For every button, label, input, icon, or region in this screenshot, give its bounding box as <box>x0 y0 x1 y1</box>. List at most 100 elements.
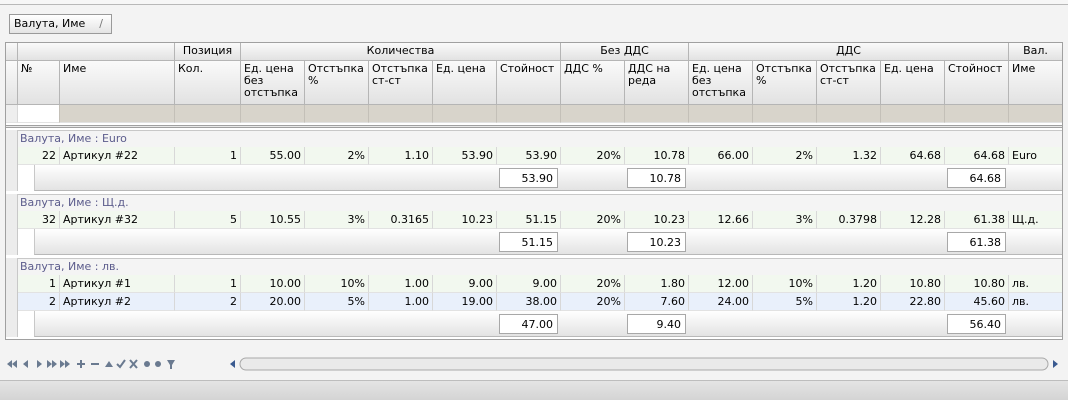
column-header[interactable]: Име <box>60 61 175 105</box>
cell[interactable]: 10% <box>753 275 817 293</box>
cell[interactable]: 2% <box>305 147 369 165</box>
cell[interactable]: 10.23 <box>625 211 689 229</box>
cell[interactable]: 32 <box>18 211 60 229</box>
cell[interactable]: 20% <box>561 211 625 229</box>
cell[interactable]: 12.66 <box>689 211 753 229</box>
cell[interactable]: 22 <box>18 147 60 165</box>
column-header[interactable]: Отстъпка ст-ст <box>817 61 881 105</box>
cell[interactable]: 19.00 <box>433 293 497 311</box>
cell[interactable]: 0.3798 <box>817 211 881 229</box>
cell[interactable]: Артикул #2 <box>60 293 175 311</box>
cell[interactable]: 64.68 <box>881 147 945 165</box>
filter-cell[interactable] <box>1009 105 1062 123</box>
column-header[interactable]: Стойност <box>945 61 1009 105</box>
column-header[interactable]: Стойност <box>497 61 561 105</box>
filter-cell[interactable] <box>241 105 305 123</box>
band-header[interactable]: ДДС <box>689 43 1009 61</box>
cell[interactable]: 10.80 <box>881 275 945 293</box>
filter-cell[interactable] <box>945 105 1009 123</box>
filter-cell[interactable] <box>175 105 241 123</box>
band-header[interactable]: Без ДДС <box>561 43 689 61</box>
column-header[interactable]: ДДС % <box>561 61 625 105</box>
filter-cell[interactable] <box>18 105 60 123</box>
cell[interactable]: 2 <box>175 293 241 311</box>
horizontal-scrollbar[interactable] <box>227 356 1063 372</box>
cell[interactable]: 38.00 <box>497 293 561 311</box>
cell[interactable]: 0.3165 <box>369 211 433 229</box>
filter-cell[interactable] <box>881 105 945 123</box>
cell[interactable]: 51.15 <box>497 211 561 229</box>
filter-cell[interactable] <box>689 105 753 123</box>
cell[interactable]: Euro <box>1009 147 1062 165</box>
cell[interactable]: 10.23 <box>433 211 497 229</box>
cell[interactable]: 10.00 <box>241 275 305 293</box>
cell[interactable]: 1 <box>18 275 60 293</box>
cell[interactable]: 1 <box>175 147 241 165</box>
column-header[interactable]: Ед. цена <box>433 61 497 105</box>
cell[interactable]: 45.60 <box>945 293 1009 311</box>
cell[interactable]: 9.00 <box>497 275 561 293</box>
cell[interactable]: 5% <box>305 293 369 311</box>
cell[interactable]: 12.00 <box>689 275 753 293</box>
cell[interactable]: 3% <box>305 211 369 229</box>
column-header[interactable]: Кол. <box>175 61 241 105</box>
band-header[interactable]: Вал. <box>1009 43 1062 61</box>
cell[interactable]: 1.00 <box>369 275 433 293</box>
cell[interactable]: 24.00 <box>689 293 753 311</box>
column-header[interactable]: Отстъпка % <box>305 61 369 105</box>
cell[interactable]: 1.20 <box>817 293 881 311</box>
band-header[interactable]: Позиция <box>175 43 241 61</box>
filter-cell[interactable] <box>60 105 175 123</box>
cell[interactable]: Артикул #1 <box>60 275 175 293</box>
filter-cell[interactable] <box>625 105 689 123</box>
filter-cell[interactable] <box>497 105 561 123</box>
cell[interactable]: 20% <box>561 293 625 311</box>
cell[interactable]: 1 <box>175 275 241 293</box>
cell[interactable]: 20.00 <box>241 293 305 311</box>
filter-cell[interactable] <box>369 105 433 123</box>
cell[interactable]: 7.60 <box>625 293 689 311</box>
column-header[interactable]: Ед. цена <box>881 61 945 105</box>
column-header[interactable]: ДДС на реда <box>625 61 689 105</box>
cell[interactable]: 22.80 <box>881 293 945 311</box>
cell[interactable]: 20% <box>561 147 625 165</box>
group-button[interactable]: Валута, Име ∕ <box>9 14 112 34</box>
column-header[interactable]: № <box>18 61 60 105</box>
cell[interactable]: 55.00 <box>241 147 305 165</box>
cell[interactable]: 1.10 <box>369 147 433 165</box>
cell[interactable]: 61.38 <box>945 211 1009 229</box>
cell[interactable]: 10% <box>305 275 369 293</box>
cell[interactable]: 10.55 <box>241 211 305 229</box>
cell[interactable]: 1.80 <box>625 275 689 293</box>
cell[interactable]: 12.28 <box>881 211 945 229</box>
cell[interactable]: лв. <box>1009 293 1062 311</box>
cell[interactable]: 3% <box>753 211 817 229</box>
column-header[interactable]: Име <box>1009 61 1062 105</box>
column-header[interactable]: Отстъпка % <box>753 61 817 105</box>
cell[interactable]: Артикул #22 <box>60 147 175 165</box>
cell[interactable]: 5 <box>175 211 241 229</box>
cell[interactable]: лв. <box>1009 275 1062 293</box>
filter-cell[interactable] <box>305 105 369 123</box>
column-header[interactable]: Отстъпка ст-ст <box>369 61 433 105</box>
filter-cell[interactable] <box>433 105 497 123</box>
cell[interactable]: 2 <box>18 293 60 311</box>
cell[interactable]: 64.68 <box>945 147 1009 165</box>
cell[interactable]: 10.78 <box>625 147 689 165</box>
cell[interactable]: 2% <box>753 147 817 165</box>
column-header[interactable]: Ед. цена без отстъпка <box>241 61 305 105</box>
cell[interactable]: 1.32 <box>817 147 881 165</box>
cell[interactable]: 53.90 <box>433 147 497 165</box>
cell[interactable]: Артикул #32 <box>60 211 175 229</box>
cell[interactable]: 1.00 <box>369 293 433 311</box>
filter-cell[interactable] <box>753 105 817 123</box>
filter-cell[interactable] <box>817 105 881 123</box>
cell[interactable]: 66.00 <box>689 147 753 165</box>
cell[interactable]: 53.90 <box>497 147 561 165</box>
filter-cell[interactable] <box>561 105 625 123</box>
cell[interactable]: 5% <box>753 293 817 311</box>
cell[interactable]: Щ.д. <box>1009 211 1062 229</box>
column-header[interactable]: Ед. цена без отстъпка <box>689 61 753 105</box>
cell[interactable]: 20% <box>561 275 625 293</box>
cell[interactable]: 1.20 <box>817 275 881 293</box>
